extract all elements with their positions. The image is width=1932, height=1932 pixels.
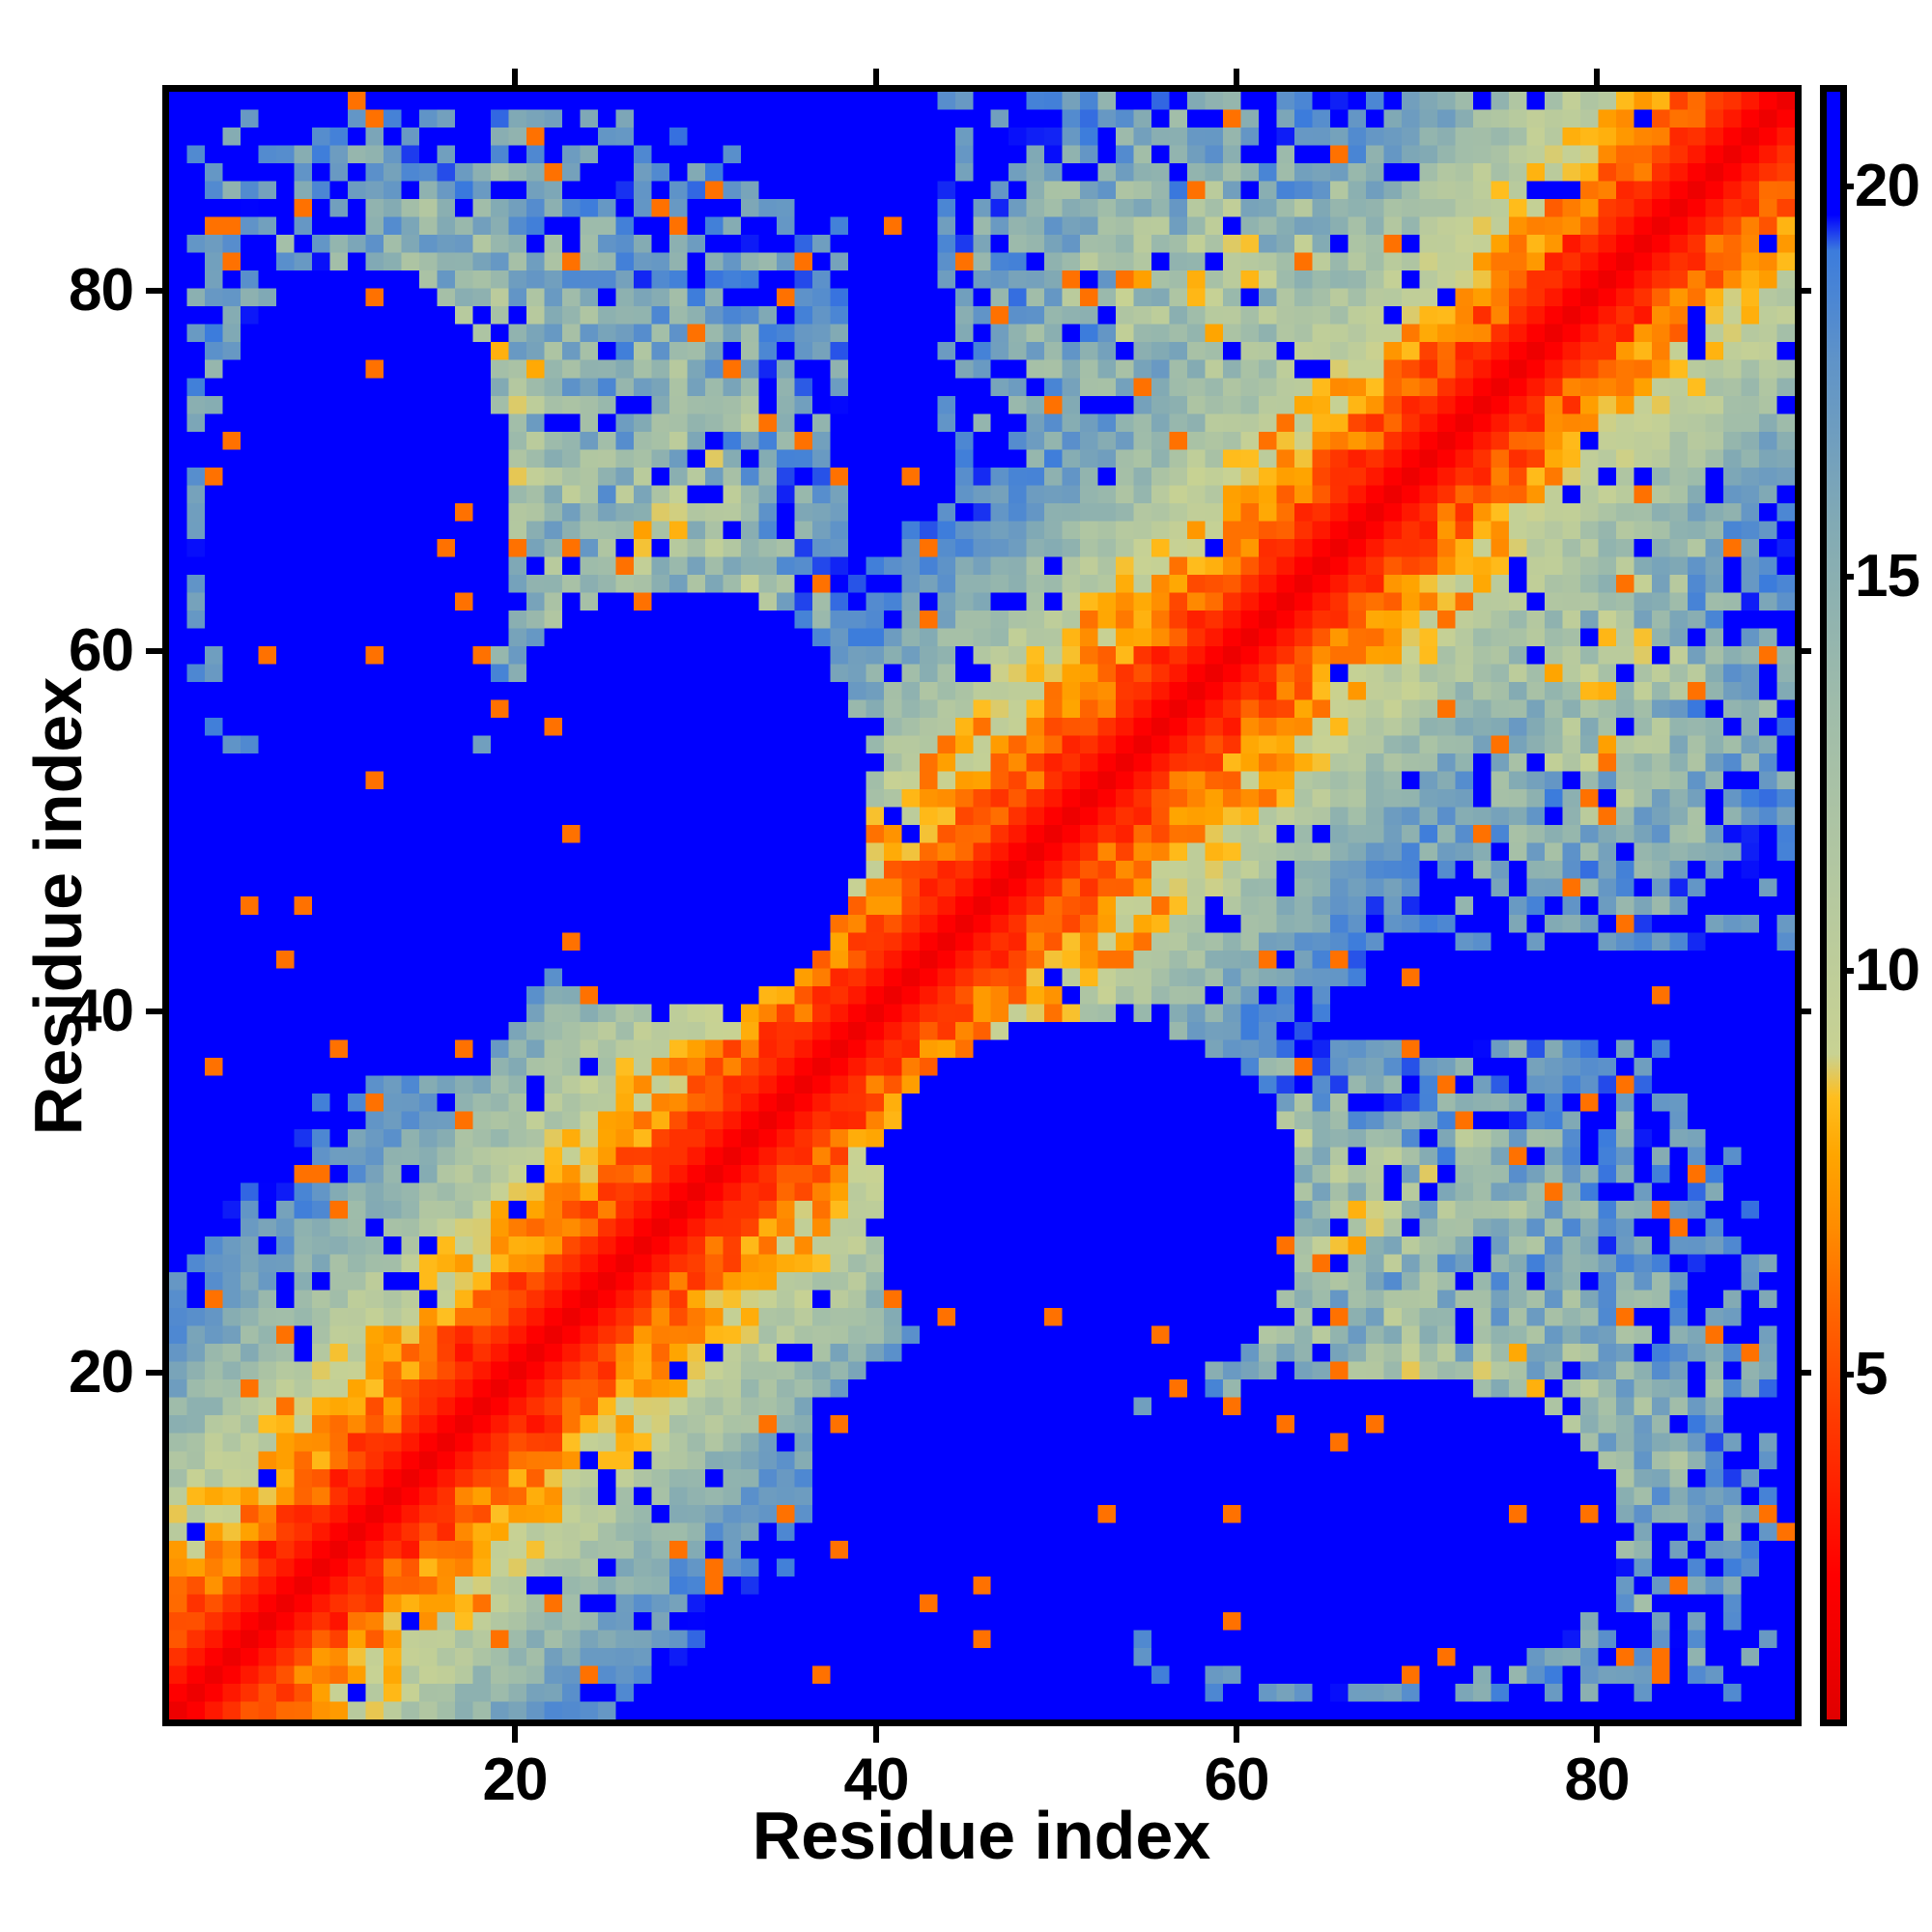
colorbar-tick-5 <box>1840 1372 1854 1378</box>
y-ticklabel-40: 40 <box>69 978 134 1044</box>
x-tick-20 <box>512 1726 518 1743</box>
colorbar-ticklabel-15: 15 <box>1855 543 1920 610</box>
colorbar-tick-20 <box>1840 184 1854 189</box>
colorbar-gradient <box>1827 92 1840 1719</box>
y-tick-40 <box>146 1009 162 1014</box>
x-tick-top-60 <box>1234 69 1239 85</box>
x-ticklabel-60: 60 <box>1204 1747 1270 1813</box>
y-axis-title: Residue index <box>20 676 96 1136</box>
colorbar-tick-10 <box>1840 968 1854 974</box>
y-tick-right-80 <box>1795 288 1811 294</box>
colorbar-ticklabel-10: 10 <box>1855 937 1920 1004</box>
y-tick-60 <box>146 648 162 654</box>
x-axis-title: Residue index <box>752 1798 1211 1873</box>
y-tick-80 <box>146 288 162 294</box>
colorbar-tick-15 <box>1840 574 1854 580</box>
y-tick-20 <box>146 1370 162 1376</box>
y-tick-right-60 <box>1795 648 1811 654</box>
x-tick-top-80 <box>1594 69 1600 85</box>
x-ticklabel-80: 80 <box>1564 1747 1631 1813</box>
x-tick-top-20 <box>512 69 518 85</box>
x-ticklabel-20: 20 <box>482 1747 549 1813</box>
colorbar-ticklabel-20: 20 <box>1855 153 1920 219</box>
y-tick-right-40 <box>1795 1009 1811 1014</box>
y-tick-right-20 <box>1795 1370 1811 1376</box>
x-tick-60 <box>1234 1726 1239 1743</box>
x-tick-40 <box>873 1726 879 1743</box>
heatmap-matrix <box>169 92 1795 1719</box>
y-ticklabel-20: 20 <box>69 1339 134 1406</box>
heatmap-plot-area <box>162 85 1802 1726</box>
colorbar <box>1820 85 1847 1726</box>
colorbar-ticklabel-5: 5 <box>1855 1341 1888 1407</box>
y-ticklabel-80: 80 <box>69 257 134 324</box>
x-tick-80 <box>1594 1726 1600 1743</box>
x-ticklabel-40: 40 <box>843 1747 910 1813</box>
y-ticklabel-60: 60 <box>69 617 134 684</box>
x-tick-top-40 <box>873 69 879 85</box>
